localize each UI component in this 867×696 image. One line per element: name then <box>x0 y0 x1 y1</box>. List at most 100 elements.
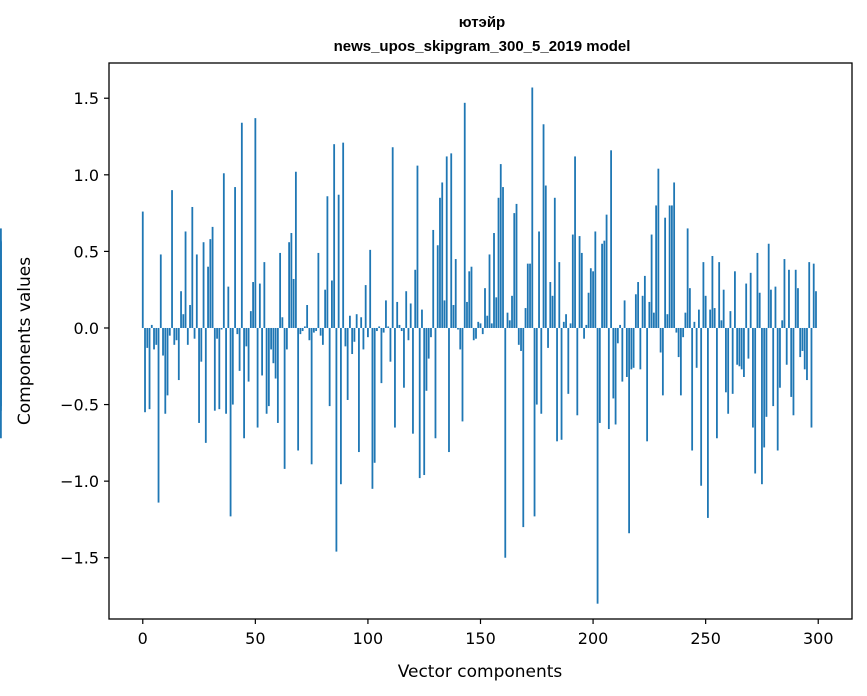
bar <box>495 297 498 328</box>
bar <box>461 327 464 422</box>
bar <box>788 269 790 328</box>
bar <box>0 327 2 356</box>
bar <box>686 228 689 328</box>
x-axis-label: Vector components <box>398 662 563 682</box>
bar <box>470 266 473 328</box>
bar <box>709 309 712 328</box>
bar <box>592 271 594 328</box>
bar <box>650 234 653 328</box>
bar <box>258 283 261 328</box>
bar <box>511 295 513 328</box>
bar <box>601 243 603 328</box>
bar <box>734 271 736 328</box>
x-tick-label: 0 <box>138 629 148 648</box>
bar <box>688 288 691 328</box>
bar <box>222 173 225 328</box>
bar <box>506 312 509 328</box>
bar <box>589 268 592 328</box>
bar <box>321 327 324 345</box>
bar <box>342 142 345 328</box>
chart-title: ютэйр <box>459 14 505 31</box>
bar <box>670 205 673 328</box>
bar <box>173 327 176 345</box>
bar <box>551 295 554 328</box>
bar <box>652 312 655 328</box>
bar <box>418 327 421 479</box>
bar <box>414 269 417 328</box>
bar <box>675 327 678 333</box>
bar <box>526 263 529 328</box>
bar <box>664 217 667 328</box>
bar <box>360 317 363 328</box>
bar <box>549 282 552 328</box>
bar <box>389 327 392 362</box>
bar <box>698 309 700 328</box>
y-tick-label: −1.5 <box>60 549 99 568</box>
bar <box>150 324 153 328</box>
bar <box>378 326 381 328</box>
bar <box>619 324 621 328</box>
bar <box>319 327 322 336</box>
bar <box>815 291 817 328</box>
bar <box>337 194 340 328</box>
bar <box>729 311 732 328</box>
bar <box>481 327 484 335</box>
bar <box>425 327 428 391</box>
bar <box>702 262 705 328</box>
bar <box>240 122 243 328</box>
bar <box>387 326 390 328</box>
bar <box>297 327 300 451</box>
bar <box>333 144 336 328</box>
bar <box>335 327 338 552</box>
bar <box>423 327 426 476</box>
bar <box>324 289 327 328</box>
bar <box>288 242 291 328</box>
bar <box>216 327 218 339</box>
bar <box>765 327 768 417</box>
bar <box>785 327 788 365</box>
bar <box>535 327 538 405</box>
bar <box>693 321 696 328</box>
bar <box>254 118 257 328</box>
bar <box>808 262 811 328</box>
bar <box>770 289 772 328</box>
bar <box>490 323 493 328</box>
bar <box>382 327 385 333</box>
bar <box>290 233 293 328</box>
bar <box>274 327 277 379</box>
bar <box>234 187 236 328</box>
bar <box>328 327 331 407</box>
bar <box>704 295 707 328</box>
bar <box>668 205 671 328</box>
bar <box>558 262 561 328</box>
bar <box>479 323 482 328</box>
bar <box>211 226 214 328</box>
bar <box>587 292 590 328</box>
bar <box>457 327 459 330</box>
bar <box>358 327 360 453</box>
bar <box>799 327 802 358</box>
bar <box>740 327 743 370</box>
bar <box>711 255 714 328</box>
bar <box>207 266 209 328</box>
bar <box>434 327 437 439</box>
bar <box>198 327 200 423</box>
bar <box>614 327 617 425</box>
bar <box>430 327 432 338</box>
bar <box>736 327 739 365</box>
bar <box>684 312 687 328</box>
bar <box>450 153 453 328</box>
bar <box>621 327 624 382</box>
bar <box>448 327 450 453</box>
bar <box>583 327 585 339</box>
bar <box>743 327 745 377</box>
bar <box>407 327 410 341</box>
y-axis-label: Components values <box>15 257 35 425</box>
bar <box>752 327 754 428</box>
bar <box>716 327 718 439</box>
bar <box>623 300 626 328</box>
bar <box>331 280 333 328</box>
bar <box>763 327 766 448</box>
y-tick-label: 0.0 <box>74 319 99 338</box>
bar <box>371 327 374 489</box>
